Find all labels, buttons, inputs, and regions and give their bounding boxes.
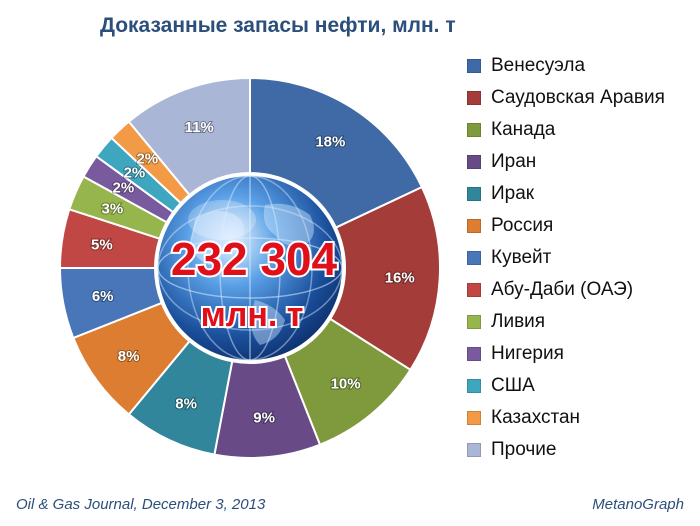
center-total-value: 232 304: [171, 233, 338, 285]
slice-percent-label: 8%: [118, 348, 140, 365]
legend-item: Нигерия: [467, 338, 665, 370]
legend-item: Казахстан: [467, 402, 665, 434]
slice-percent-label: 8%: [175, 396, 197, 413]
legend-item: Прочие: [467, 434, 665, 466]
legend-swatch: [467, 123, 481, 137]
legend-swatch: [467, 59, 481, 73]
legend-label: Ирак: [491, 183, 535, 204]
legend-swatch: [467, 443, 481, 457]
slice-percent-label: 6%: [92, 288, 114, 305]
chart-legend: Венесуэла Саудовская Аравия Канада Иран Ирак…: [467, 50, 665, 466]
legend-label: Абу-Даби (ОАЭ): [491, 279, 634, 300]
slice-percent-label: 5%: [91, 237, 113, 254]
slice-percent-label: 9%: [253, 409, 275, 426]
legend-item: Ливия: [467, 306, 665, 338]
legend-label: Казахстан: [491, 407, 581, 428]
legend-item: Иран: [467, 146, 665, 178]
legend-label: Канада: [491, 119, 556, 140]
legend-item: США: [467, 370, 665, 402]
source-caption: Oil & Gas Journal, December 3, 2013: [16, 496, 266, 513]
slice-percent-label: 2%: [113, 180, 135, 197]
legend-item: Абу-Даби (ОАЭ): [467, 274, 665, 306]
slice-percent-label: 10%: [331, 376, 361, 393]
legend-item: Венесуэла: [467, 50, 665, 82]
globe-icon: [157, 175, 343, 361]
legend-label: Россия: [491, 215, 554, 236]
chart-title: Доказанные запасы нефти, млн. т: [100, 14, 456, 37]
legend-label: Венесуэла: [491, 55, 586, 76]
pie-slice: [249, 76, 424, 229]
legend-label: Кувейт: [491, 247, 552, 268]
legend-swatch: [467, 251, 481, 265]
slice-percent-label: 2%: [136, 151, 158, 168]
pie-slice: [328, 185, 441, 372]
center-total-unit: млн. т: [201, 296, 304, 334]
legend-swatch: [467, 379, 481, 393]
legend-label: Прочие: [491, 439, 557, 460]
legend-label: Нигерия: [491, 343, 564, 364]
legend-item: Канада: [467, 114, 665, 146]
brand-caption: MetanoGraph: [592, 496, 684, 513]
legend-swatch: [467, 91, 481, 105]
legend-item: Россия: [467, 210, 665, 242]
legend-label: Ливия: [491, 311, 546, 332]
legend-label: США: [491, 375, 535, 396]
legend-swatch: [467, 315, 481, 329]
legend-swatch: [467, 411, 481, 425]
legend-label: Иран: [491, 151, 537, 172]
slice-percent-label: 16%: [385, 269, 415, 286]
legend-item: Ирак: [467, 178, 665, 210]
legend-item: Саудовская Аравия: [467, 82, 665, 114]
legend-swatch: [467, 219, 481, 233]
legend-swatch: [467, 155, 481, 169]
slice-percent-label: 11%: [185, 119, 214, 136]
legend-item: Кувейт: [467, 242, 665, 274]
slice-percent-label: 18%: [315, 133, 345, 150]
pie-slice: [127, 76, 251, 197]
slices-layer: 18% 16% 10% 9% 8% 8% 6% 5% 3% 2%2%2% 11%: [58, 76, 441, 459]
slice-percent-label: 2%: [124, 164, 146, 181]
slice-percent-label: 3%: [101, 200, 123, 217]
legend-swatch: [467, 283, 481, 297]
legend-swatch: [467, 187, 481, 201]
legend-label: Саудовская Аравия: [491, 87, 665, 108]
legend-swatch: [467, 347, 481, 361]
